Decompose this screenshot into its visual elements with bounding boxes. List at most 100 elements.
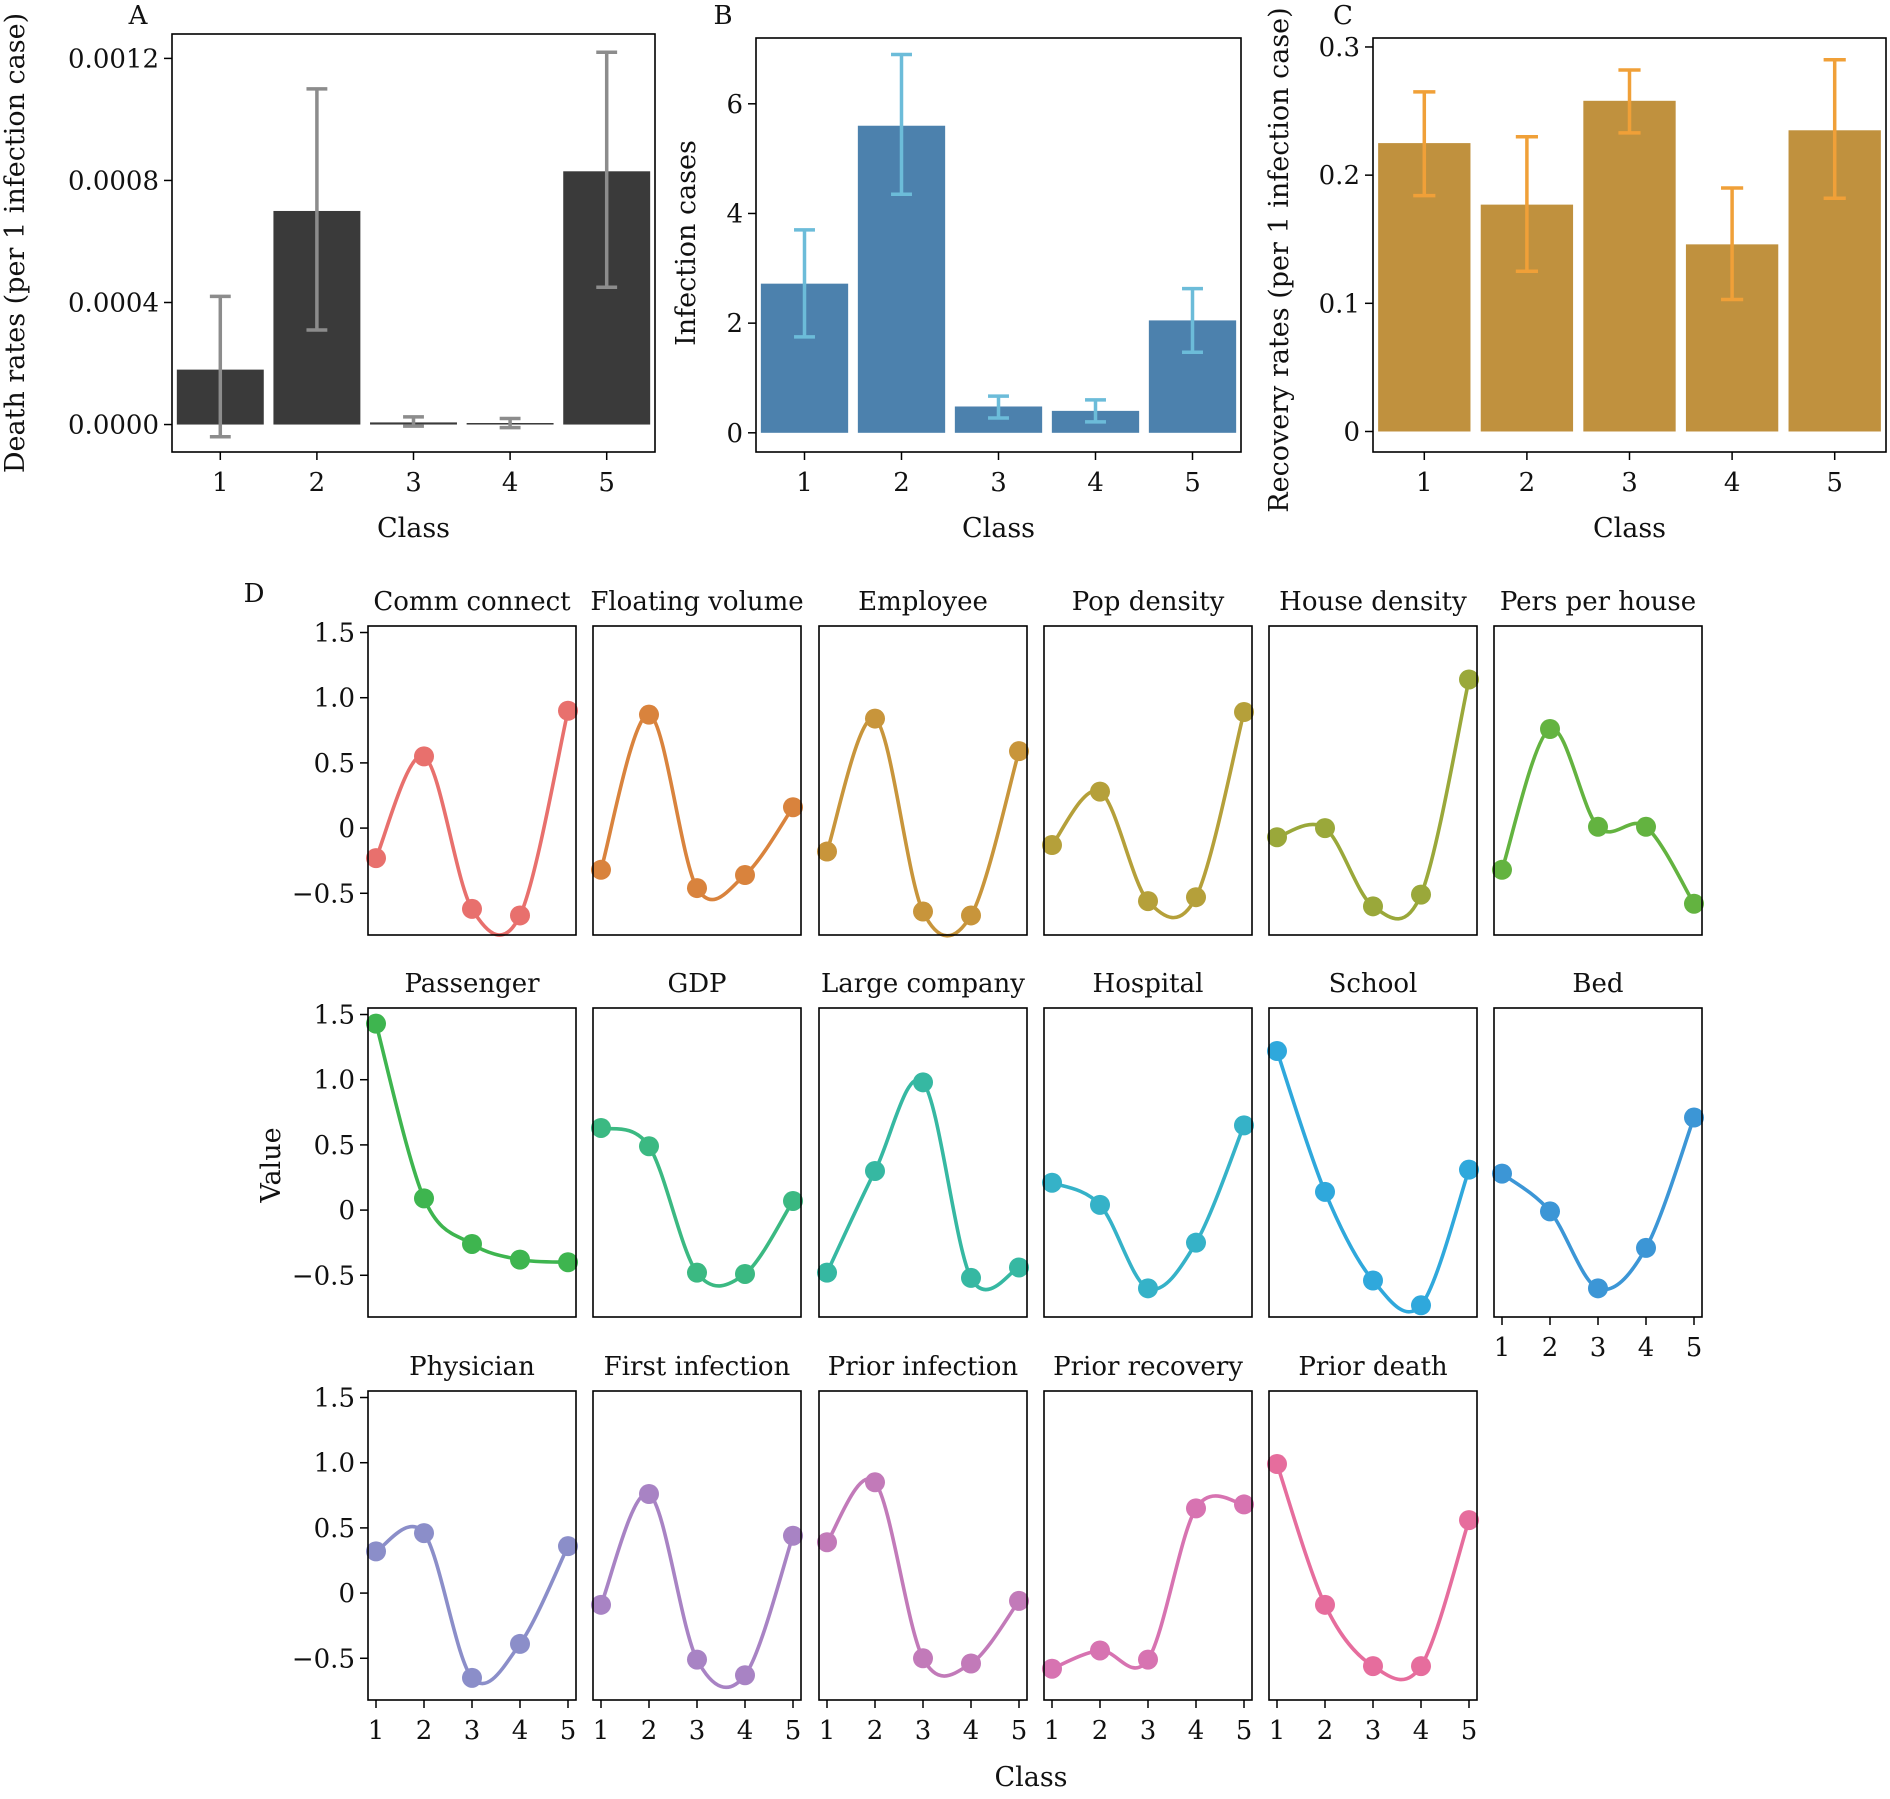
x-axis-label: Class [994, 1762, 1067, 1793]
x-axis-label: Class [377, 513, 450, 544]
error-bar [596, 50, 618, 289]
subplot: School [1267, 969, 1479, 1318]
series-line [1500, 727, 1696, 905]
y-tick-label: 0.5 [314, 749, 355, 779]
plot-frame [1493, 1007, 1703, 1318]
bar-chart-b: 0 2 4 6 1 2 3 4 5 Class Infection cases [671, 37, 1242, 544]
y-tick-label: 0.0000 [68, 411, 159, 441]
error-bar [499, 416, 521, 430]
subplot: House density [1267, 587, 1479, 936]
data-point [1540, 1201, 1560, 1222]
plot-frame [818, 1007, 1028, 1318]
subplot-title: Pop density [1072, 587, 1225, 617]
subplot-title: Prior infection [828, 1352, 1019, 1382]
series-line [1051, 1124, 1246, 1292]
x-tick-label: 3 [915, 1716, 932, 1746]
y-axis-label: Death rates (per 1 infection case) [0, 13, 31, 473]
y-tick-label: 0 [338, 1579, 355, 1609]
data-point [1267, 1041, 1287, 1062]
data-point [1411, 1295, 1431, 1316]
x-axis-label: Class [1593, 513, 1666, 544]
data-point [510, 905, 530, 926]
error-bar [1182, 286, 1203, 354]
x-tick-label: 5 [1686, 1333, 1703, 1363]
data-point [1411, 1656, 1431, 1677]
x-tick-label: 4 [737, 1716, 754, 1746]
y-tick-label: 1.5 [314, 1384, 355, 1414]
data-point [1363, 1270, 1383, 1291]
error-bar [209, 294, 231, 439]
data-point [510, 1633, 530, 1654]
x-tick-label: 2 [1317, 1716, 1334, 1746]
x-tick-label: 4 [1188, 1716, 1205, 1746]
subplot-title: Floating volume [590, 587, 803, 617]
data-point [1090, 1194, 1110, 1215]
y-tick-label: −0.5 [292, 1261, 355, 1291]
x-tick-label: 3 [405, 468, 422, 498]
x-tick-label: 3 [1140, 1716, 1157, 1746]
subplot: Prior recovery 1 2 3 4 5 [1042, 1352, 1254, 1746]
x-tick-label: 1 [1416, 468, 1433, 498]
data-point [1588, 1278, 1608, 1299]
series-line [1051, 1494, 1245, 1671]
subplot: First infection 1 2 3 4 5 [591, 1352, 803, 1746]
data-point [961, 905, 981, 926]
data-point [865, 1472, 885, 1493]
data-point [591, 859, 611, 880]
plot-frame [592, 625, 802, 936]
data-point [1234, 1115, 1254, 1136]
subplot: Bed 1 2 3 4 5 [1492, 969, 1704, 1363]
plot-frame [1268, 625, 1478, 936]
data-point [687, 878, 707, 899]
subplot-title: Hospital [1093, 969, 1204, 999]
x-tick-label: 1 [819, 1716, 836, 1746]
data-point [1186, 1232, 1206, 1253]
data-point [1186, 887, 1206, 908]
data-point [1363, 896, 1383, 917]
x-tick-label: 2 [893, 468, 910, 498]
bar-chart-a: 0.0000 0.0004 0.0008 0.0012 1 2 3 4 5 Class Death … [0, 13, 656, 544]
data-point [1459, 1159, 1479, 1180]
data-point [783, 1525, 803, 1546]
data-point [1267, 1454, 1287, 1475]
error-bar [988, 394, 1009, 420]
data-point [1234, 702, 1254, 723]
data-point [639, 704, 659, 725]
x-tick-label: 1 [212, 468, 229, 498]
x-tick-label: 2 [1542, 1333, 1559, 1363]
data-point [735, 1665, 755, 1686]
series-line [1275, 1463, 1471, 1682]
data-point [1315, 1594, 1335, 1615]
subplot-title: House density [1279, 587, 1467, 617]
x-tick-label: 3 [464, 1716, 481, 1746]
y-tick-label: 0 [338, 1196, 355, 1226]
x-tick-label: 4 [1087, 468, 1104, 498]
subplot: Floating volume [590, 587, 804, 936]
x-tick-label: 2 [416, 1716, 433, 1746]
error-bar [1721, 186, 1744, 302]
error-bar [306, 87, 328, 332]
error-bar [403, 415, 424, 428]
plot-frame [1043, 1007, 1253, 1318]
error-bar [1823, 58, 1846, 200]
subplot: GDP [591, 969, 803, 1318]
data-point [462, 1667, 482, 1688]
x-tick-label: 2 [1519, 468, 1536, 498]
x-tick-label: 2 [1092, 1716, 1109, 1746]
error-bar [1085, 398, 1106, 424]
x-tick-label: 3 [1590, 1333, 1607, 1363]
panel-label-d: D [244, 579, 265, 609]
data-point [1009, 741, 1029, 762]
bar-chart-c: 0 0.1 0.2 0.3 1 2 3 4 5 Class Recovery rates (per … [1264, 7, 1887, 544]
data-point [1009, 1257, 1029, 1278]
data-point [1540, 719, 1560, 739]
data-point [510, 1249, 530, 1270]
plot-frame [367, 1390, 577, 1701]
plot-frame [1268, 1007, 1478, 1318]
series-line [599, 712, 795, 902]
data-point [1234, 1494, 1254, 1515]
y-tick-label: 0 [726, 419, 743, 449]
plot-frame [1043, 625, 1253, 936]
y-tick-label: −0.5 [292, 1644, 355, 1674]
data-point [1267, 827, 1287, 848]
